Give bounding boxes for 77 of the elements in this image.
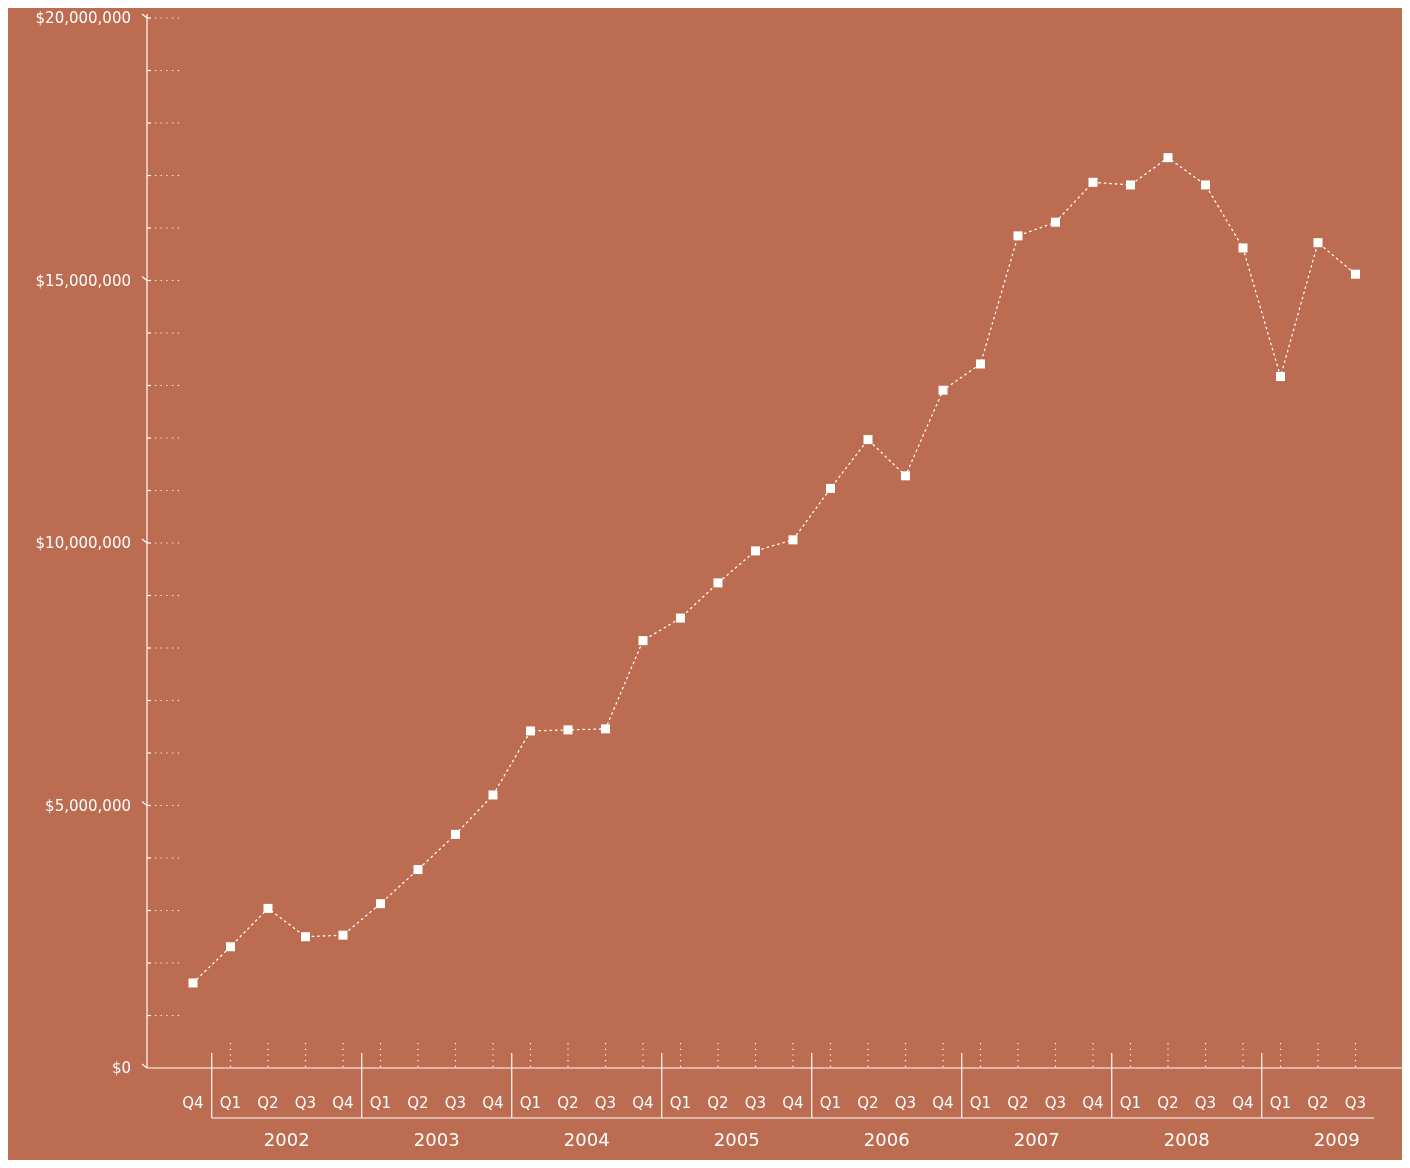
- point: [901, 471, 910, 481]
- point: [563, 725, 573, 735]
- x-tick-label: Q4: [632, 1094, 654, 1112]
- x-tick-label: Q3: [444, 1094, 467, 1112]
- point: [1238, 243, 1248, 253]
- point: [1088, 177, 1098, 187]
- y-tick-label: $20,000,000: [35, 9, 131, 28]
- point: [188, 978, 198, 988]
- point: [226, 942, 235, 952]
- x-tick-label: Q4: [782, 1094, 804, 1112]
- point: [1051, 217, 1060, 227]
- x-tick-label: Q3: [894, 1094, 917, 1112]
- x-tick-label: Q3: [294, 1094, 317, 1112]
- point: [938, 385, 948, 395]
- point: [451, 829, 460, 839]
- point: [1351, 269, 1360, 279]
- x-tick-label: Q3: [1194, 1094, 1217, 1112]
- point: [863, 435, 873, 445]
- x-tick-label: Q2: [707, 1094, 729, 1112]
- point: [676, 613, 685, 623]
- point: [1126, 180, 1135, 190]
- x-tick-label: Q2: [1307, 1094, 1329, 1112]
- point: [788, 535, 798, 545]
- text: 2006: [863, 1129, 910, 1150]
- point: [713, 578, 723, 588]
- point: [376, 899, 385, 909]
- x-tick-label: Q1: [969, 1094, 992, 1112]
- point: [1276, 372, 1285, 382]
- x-tick-label: Q1: [819, 1094, 842, 1112]
- point: [488, 790, 498, 800]
- point: [338, 930, 348, 940]
- x-tick-label: Q4: [332, 1094, 354, 1112]
- x-tick-label: Q4: [182, 1094, 204, 1112]
- point: [1013, 231, 1023, 241]
- x-tick-label: Q4: [482, 1094, 504, 1112]
- x-tick-label: Q4: [932, 1094, 954, 1112]
- text: 2009: [1313, 1129, 1360, 1150]
- y-tick-label: $0: [111, 1059, 131, 1078]
- point: [526, 726, 535, 736]
- x-tick-label: Q4: [1232, 1094, 1254, 1112]
- text: 2008: [1163, 1129, 1210, 1150]
- x-tick-label: Q2: [1157, 1094, 1179, 1112]
- y-tick-label: $10,000,000: [35, 534, 131, 553]
- x-tick-label: Q3: [744, 1094, 767, 1112]
- x-tick-label: Q3: [594, 1094, 617, 1112]
- x-tick-label: Q1: [369, 1094, 392, 1112]
- point: [751, 546, 760, 556]
- x-tick-label: Q1: [669, 1094, 692, 1112]
- text: 2005: [713, 1129, 760, 1150]
- x-tick-label: Q1: [219, 1094, 242, 1112]
- x-tick-label: Q3: [1344, 1094, 1367, 1112]
- text: 2004: [563, 1129, 610, 1150]
- text: 2002: [263, 1129, 310, 1150]
- point: [1163, 153, 1173, 163]
- x-tick-label: Q2: [407, 1094, 429, 1112]
- y-tick-label: $15,000,000: [35, 271, 131, 290]
- x-tick-label: Q2: [1007, 1094, 1029, 1112]
- text: 2007: [1013, 1129, 1060, 1150]
- point: [1201, 180, 1210, 190]
- point: [976, 359, 985, 369]
- x-tick-label: Q1: [1269, 1094, 1292, 1112]
- y-tick-label: $5,000,000: [45, 796, 131, 815]
- x-tick-label: Q4: [1082, 1094, 1104, 1112]
- point: [638, 636, 648, 646]
- x-tick-label: Q2: [257, 1094, 279, 1112]
- x-tick-label: Q1: [519, 1094, 542, 1112]
- point: [263, 903, 273, 913]
- point: [413, 865, 423, 875]
- point: [301, 932, 310, 942]
- text: 2003: [413, 1129, 460, 1150]
- x-tick-label: Q3: [1044, 1094, 1067, 1112]
- x-tick-label: Q1: [1119, 1094, 1142, 1112]
- point: [1313, 238, 1323, 248]
- x-tick-label: Q2: [557, 1094, 579, 1112]
- point: [601, 724, 610, 734]
- point: [826, 483, 835, 493]
- x-tick-label: Q2: [857, 1094, 879, 1112]
